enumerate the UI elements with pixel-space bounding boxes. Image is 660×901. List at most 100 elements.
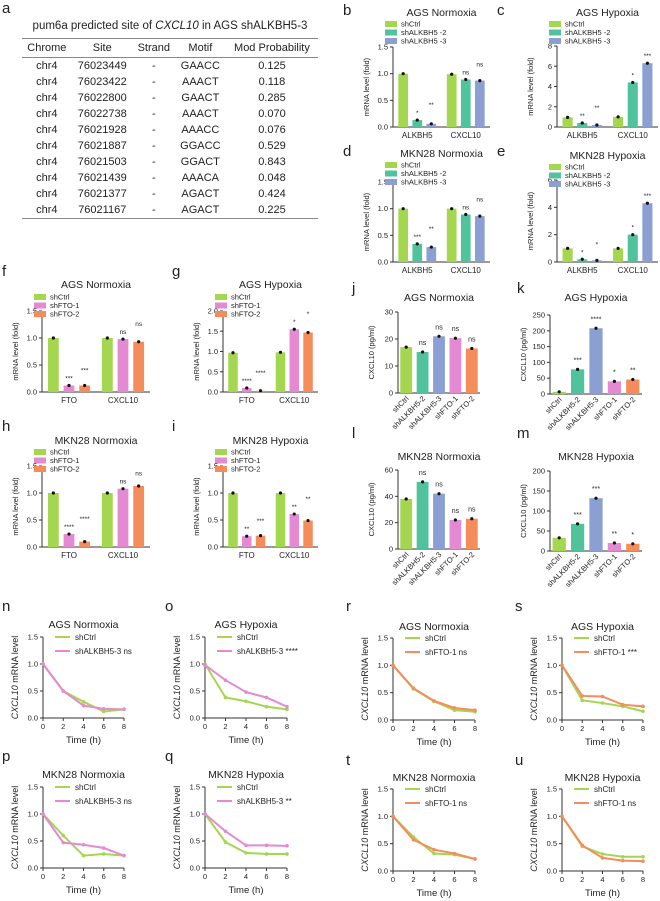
bar-shCtrl xyxy=(101,338,113,392)
data-point xyxy=(620,854,625,859)
bar-shCtrl xyxy=(613,116,624,127)
significance-label: ns xyxy=(452,326,460,333)
table-cell: 76021439 xyxy=(77,171,127,184)
data-point xyxy=(61,840,66,845)
y-tick-label: 0.0 xyxy=(208,388,218,397)
bar-shCtrl xyxy=(446,74,457,127)
y-axis-label-gene: CXCL10 xyxy=(360,838,370,872)
bar-shFTO-1 xyxy=(117,339,129,392)
y-tick-label: 30 xyxy=(385,308,393,317)
y-axis-label: CXCL10 (pg/ml) xyxy=(367,482,376,536)
chart-title: MKN28 Hypoxia xyxy=(208,769,284,781)
legend-label: shCtrl xyxy=(50,448,70,457)
data-point xyxy=(595,258,599,262)
data-point xyxy=(285,704,289,709)
y-tick-label: 1.0 xyxy=(547,661,557,670)
significance-label: ns xyxy=(468,507,476,514)
y-tick-label: 0.0 xyxy=(28,864,38,873)
panel-label: i xyxy=(172,418,175,435)
category-label: CXCL10 xyxy=(279,396,310,405)
y-tick-label: 1.5 xyxy=(208,327,218,336)
significance-label: *** xyxy=(644,193,652,200)
y-axis-label: CXCL10 mRNA level xyxy=(529,788,539,872)
data-point xyxy=(391,814,395,819)
significance-label: ns xyxy=(120,329,128,336)
table-cell: 0.424 xyxy=(258,187,286,200)
table-title-suffix: in AGS shALKBH5-3 xyxy=(198,20,308,32)
legend-swatch xyxy=(34,311,46,317)
y-tick-label: 1.0 xyxy=(27,489,37,498)
panel-label: c xyxy=(497,2,505,19)
significance-label: ** xyxy=(429,226,435,233)
table-cell: 76023422 xyxy=(77,75,127,88)
x-tick-label: 4 xyxy=(244,722,248,731)
y-tick-label: 50 xyxy=(537,527,545,536)
legend-label: shCtrl xyxy=(231,448,251,457)
bar-shALKBH5-2 xyxy=(416,351,429,393)
legend-label: shCtrl xyxy=(401,161,421,170)
chart-title: AGS Hypoxia xyxy=(571,621,634,633)
x-tick-label: 8 xyxy=(285,722,289,731)
data-point xyxy=(566,115,570,119)
y-tick-label: 1.0 xyxy=(547,812,557,821)
y-tick-label: 1.0 xyxy=(208,347,218,356)
table-cell: chr4 xyxy=(36,187,58,200)
x-tick-label: 4 xyxy=(600,724,604,733)
category-label: CXCL10 xyxy=(451,266,482,275)
significance-label: **** xyxy=(242,378,253,385)
y-tick-label: 50 xyxy=(537,374,545,383)
data-point xyxy=(473,708,477,712)
panel-m: m MKN28 Hypoxia 0 50 100 150 200 CXCL10 (pg/ml)… xyxy=(517,425,642,589)
data-point xyxy=(473,857,477,861)
column-header: Strand xyxy=(132,38,175,58)
data-point xyxy=(223,695,228,700)
table-cell: - xyxy=(151,187,156,200)
significance-label: *** xyxy=(413,234,421,241)
x-axis-label: Time (h) xyxy=(585,737,620,748)
chart-title: MKN28 Normoxia xyxy=(42,769,125,781)
data-point xyxy=(67,532,71,536)
legend-swatch xyxy=(385,29,397,36)
legend-label: shCtrl xyxy=(565,20,585,29)
y-axis-label: mRNA level (fold) xyxy=(192,322,201,381)
y-tick-label: 6 xyxy=(548,176,552,185)
data-point xyxy=(61,833,66,838)
significance-label: ns xyxy=(452,508,460,515)
bar-shFTO-1 xyxy=(607,381,622,394)
data-point xyxy=(437,334,441,338)
y-tick-label: 0.5 xyxy=(190,837,200,846)
data-point xyxy=(105,491,109,495)
panel-label: l xyxy=(352,425,355,442)
chart-title: AGS Normoxia xyxy=(404,292,474,304)
legend-swatch xyxy=(34,302,46,309)
table-cell: 0.529 xyxy=(258,139,286,152)
bar-shCtrl xyxy=(47,493,59,547)
y-tick-label: 150 xyxy=(532,342,545,351)
y-axis-label: mRNA level (fold) xyxy=(192,477,201,536)
y-axis-label-text: mRNA level xyxy=(360,637,370,687)
table-cell: AAACT xyxy=(182,75,219,88)
x-tick-label: 4 xyxy=(600,875,604,884)
table-cell: - xyxy=(151,171,156,184)
legend-label: shALKBH5 -3 xyxy=(401,37,446,46)
y-axis-label: CXCL10 mRNA level xyxy=(172,636,182,720)
data-point xyxy=(278,491,283,495)
y-tick-label: 1.5 xyxy=(190,633,200,642)
panel-d: d MKN28 Normoxia 0.0 0.5 1.0 1.5 mRNA level (f… xyxy=(343,143,490,275)
x-tick-label: 6 xyxy=(102,872,106,881)
panel-k: k AGS Hypoxia 0 50 100 150 200 250 CXCL10 (pg/ml… xyxy=(517,280,642,432)
chart-title: AGS Hypoxia xyxy=(576,7,639,19)
data-point xyxy=(566,246,570,250)
y-tick-label: 1.0 xyxy=(208,489,218,498)
bar-shFTO-2 xyxy=(133,485,145,547)
data-point xyxy=(121,337,125,341)
data-point xyxy=(645,61,649,65)
y-tick-label: 0 xyxy=(548,123,552,132)
category-label: FTO xyxy=(61,396,77,405)
data-point xyxy=(101,709,106,714)
data-point xyxy=(560,663,564,668)
y-tick-label: 1.5 xyxy=(27,462,37,471)
x-axis-label: Time (h) xyxy=(416,737,451,748)
bar-shFTO-1 xyxy=(63,385,75,392)
